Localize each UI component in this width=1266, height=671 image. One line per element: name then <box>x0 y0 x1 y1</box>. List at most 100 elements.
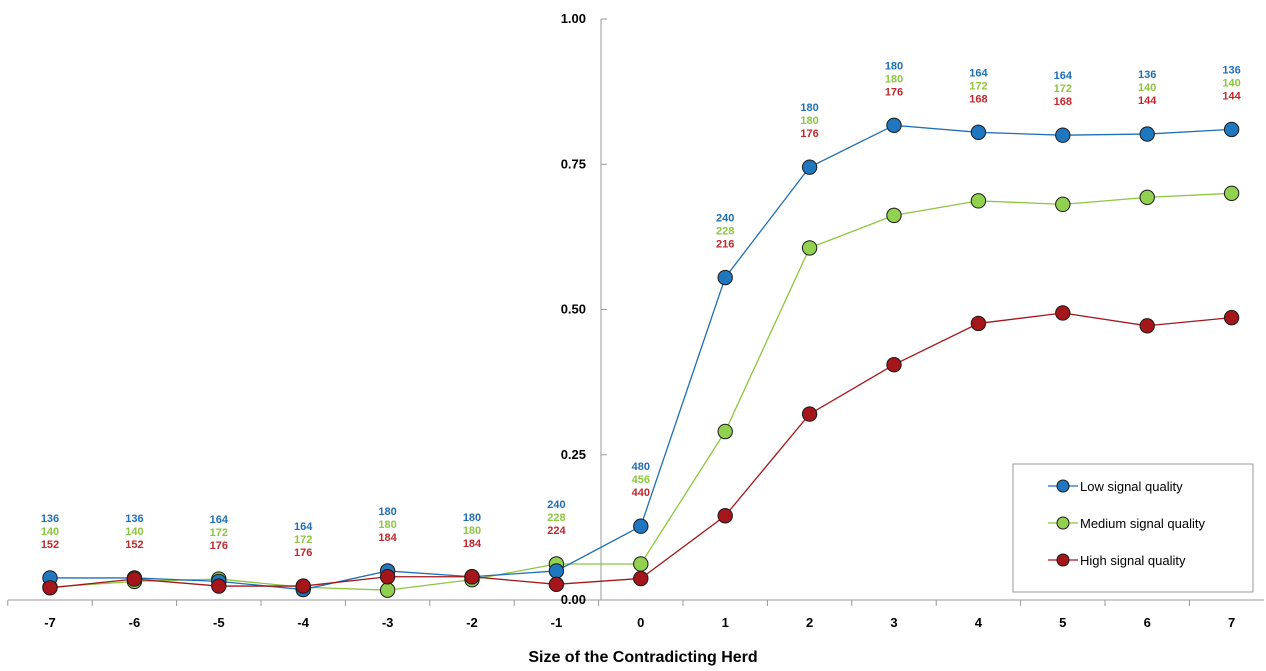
x-tick-label: 2 <box>806 615 813 630</box>
x-tick-label: -7 <box>44 615 56 630</box>
x-tick-label: 6 <box>1144 615 1151 630</box>
data-point <box>379 569 396 585</box>
data-point <box>1223 185 1240 202</box>
legend-entry-label: Medium signal quality <box>1080 516 1206 531</box>
data-point <box>1139 189 1155 206</box>
sample-count-label: 480 <box>632 461 650 473</box>
x-tick-label: -5 <box>213 615 225 630</box>
sample-count-label: 140 <box>1138 82 1156 94</box>
data-point <box>126 571 143 587</box>
sample-count-label: 140 <box>41 526 59 538</box>
data-point <box>1139 126 1155 142</box>
x-tick-label: -6 <box>129 615 141 630</box>
legend-marker-swatch <box>1056 553 1070 567</box>
data-point <box>886 356 902 373</box>
data-point <box>886 117 902 134</box>
x-tick-label: -1 <box>551 615 563 630</box>
data-point <box>970 315 987 332</box>
data-point <box>886 207 902 224</box>
sample-count-label: 180 <box>378 506 396 518</box>
data-point <box>717 423 733 440</box>
sample-count-label: 136 <box>1138 69 1156 81</box>
y-tick-label: 0.50 <box>561 302 586 317</box>
data-point <box>717 269 733 286</box>
data-point <box>1223 309 1240 326</box>
sample-count-label: 180 <box>800 102 818 114</box>
sample-count-label: 136 <box>125 513 143 525</box>
data-point <box>1223 121 1240 138</box>
sample-count-label: 152 <box>125 539 143 551</box>
x-tick-label: -3 <box>382 615 394 630</box>
sample-count-label: 172 <box>294 534 312 546</box>
sample-count-label: 440 <box>632 487 650 499</box>
y-tick-label: 0.00 <box>561 592 586 607</box>
y-tick-label: 0.75 <box>561 156 586 171</box>
data-point <box>633 556 649 572</box>
sample-count-label: 144 <box>1138 95 1157 107</box>
sample-count-label: 240 <box>547 499 565 511</box>
x-tick-label: 1 <box>722 615 729 630</box>
sample-count-label: 172 <box>969 80 987 92</box>
sample-count-label: 164 <box>294 521 313 533</box>
sample-count-label: 180 <box>463 525 481 537</box>
data-point <box>801 406 818 422</box>
sample-count-label: 180 <box>463 512 481 524</box>
sample-count-label: 180 <box>885 73 903 85</box>
data-point <box>970 193 987 209</box>
legend-marker-swatch <box>1056 516 1070 530</box>
data-point <box>970 124 987 140</box>
x-tick-label: -4 <box>297 615 309 630</box>
axes: -7 -6 -5 -4 -3 -2 -1 0 1 2 3 4 5 6 70.000.250.500.751.… <box>7 11 1264 630</box>
sample-count-label: 164 <box>969 67 988 79</box>
x-tick-label: 4 <box>975 615 983 630</box>
legend-box <box>1012 463 1254 593</box>
sample-count-label: 136 <box>41 513 59 525</box>
sample-count-label: 172 <box>210 527 228 539</box>
data-point <box>42 580 58 596</box>
sample-count-label: 240 <box>716 213 734 225</box>
x-axis-title: Size of the Contradicting Herd <box>528 649 757 666</box>
sample-count-label: 228 <box>547 512 565 524</box>
sample-count-label: 168 <box>1054 96 1072 108</box>
sample-count-label: 184 <box>378 532 397 544</box>
sample-count-label: 140 <box>1222 77 1240 89</box>
sample-count-label: 152 <box>41 539 59 551</box>
data-point <box>633 570 649 587</box>
data-point <box>801 240 818 256</box>
x-tick-label: 0 <box>637 615 644 630</box>
data-point <box>295 578 311 594</box>
legend-entry-label: Low signal quality <box>1080 479 1183 494</box>
data-point <box>379 582 396 598</box>
data-point <box>1055 127 1071 143</box>
data-point <box>1055 305 1071 321</box>
legend-marker-swatch <box>1056 479 1070 493</box>
sample-count-label: 136 <box>1222 64 1240 76</box>
sample-count-label: 180 <box>800 115 818 127</box>
sample-count-label: 172 <box>1054 83 1072 95</box>
x-tick-label: 7 <box>1228 615 1235 630</box>
sample-count-label: 224 <box>547 525 566 537</box>
data-point <box>717 508 733 524</box>
sample-count-label: 216 <box>716 239 734 251</box>
legend-entry-label: High signal quality <box>1080 553 1186 568</box>
data-point <box>211 578 227 594</box>
series-layer <box>42 117 1240 598</box>
data-point <box>801 159 818 175</box>
data-point <box>548 563 565 579</box>
sample-count-label: 228 <box>716 226 734 238</box>
sample-count-label: 180 <box>378 519 396 531</box>
sample-count-label: 176 <box>294 547 312 559</box>
sample-count-label: 140 <box>125 526 143 538</box>
sample-count-label: 164 <box>1054 70 1073 82</box>
sample-count-label: 184 <box>463 538 482 550</box>
sample-count-label: 176 <box>800 128 818 140</box>
legend: Low signal quality Medium signal quality H… <box>1012 463 1254 593</box>
data-point <box>1139 318 1155 334</box>
sample-count-label: 180 <box>885 60 903 72</box>
sample-count-label: 176 <box>885 86 903 98</box>
y-tick-label: 0.25 <box>561 447 586 462</box>
sample-count-label: 168 <box>969 93 987 105</box>
sample-count-label: 164 <box>210 514 229 526</box>
data-point <box>1055 196 1071 213</box>
x-tick-label: 5 <box>1059 615 1066 630</box>
